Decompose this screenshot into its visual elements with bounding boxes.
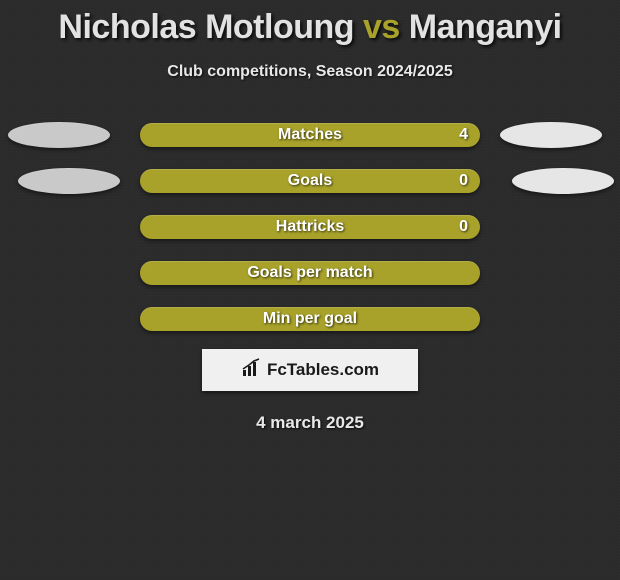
player2-marker: [512, 168, 614, 194]
stat-bar: Goals 0: [140, 169, 480, 193]
stat-label: Min per goal: [263, 310, 357, 328]
player2-name: Manganyi: [409, 8, 562, 46]
player1-name: Nicholas Motloung: [58, 8, 354, 46]
logo-text: FcTables.com: [267, 360, 379, 380]
vs-label: vs: [363, 8, 400, 46]
stats-list: Matches 4 Goals 0 Hattricks 0 Goals per …: [0, 123, 620, 331]
stat-label: Matches: [278, 126, 342, 144]
stat-bar: Goals per match: [140, 261, 480, 285]
stat-bar: Min per goal: [140, 307, 480, 331]
stat-label: Hattricks: [276, 218, 344, 236]
stat-label: Goals: [288, 172, 332, 190]
stat-value: 4: [459, 126, 468, 144]
player1-marker: [8, 122, 110, 148]
stat-row-goals-per-match: Goals per match: [0, 261, 620, 285]
page-title: Nicholas Motloung vs Manganyi: [58, 8, 561, 47]
stat-row-goals: Goals 0: [0, 169, 620, 193]
player1-marker: [18, 168, 120, 194]
stat-value: 0: [459, 218, 468, 236]
source-logo: FcTables.com: [202, 349, 418, 391]
subtitle: Club competitions, Season 2024/2025: [167, 63, 452, 81]
stat-row-matches: Matches 4: [0, 123, 620, 147]
player2-marker: [500, 122, 602, 148]
stat-row-min-per-goal: Min per goal: [0, 307, 620, 331]
stat-row-hattricks: Hattricks 0: [0, 215, 620, 239]
bar-chart-icon: [241, 358, 263, 383]
stat-bar: Hattricks 0: [140, 215, 480, 239]
stat-bar: Matches 4: [140, 123, 480, 147]
stat-label: Goals per match: [247, 264, 372, 282]
comparison-card: Nicholas Motloung vs Manganyi Club compe…: [0, 0, 620, 433]
date-label: 4 march 2025: [256, 413, 364, 433]
stat-value: 0: [459, 172, 468, 190]
